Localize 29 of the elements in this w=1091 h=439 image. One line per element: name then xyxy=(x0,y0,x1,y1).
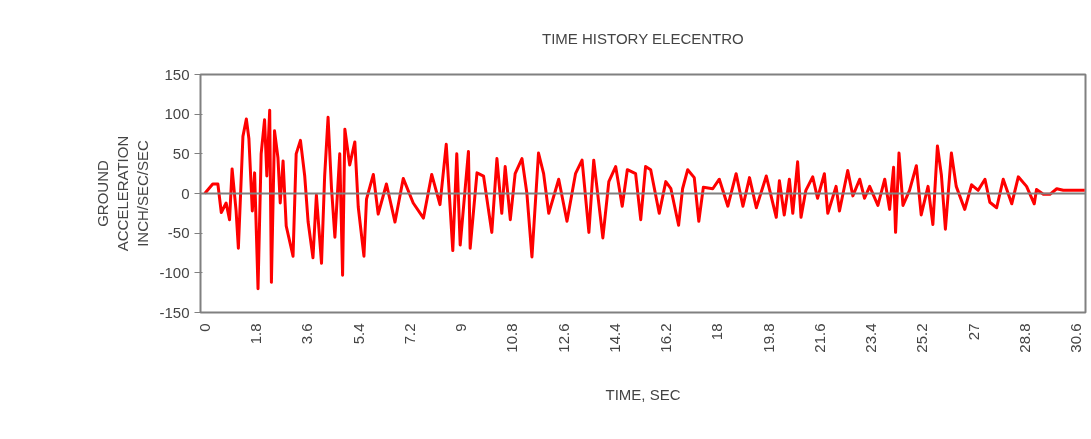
x-tick-label: 21.6 xyxy=(810,323,828,353)
x-tick-label: 12.6 xyxy=(554,323,572,353)
y-tick-label: -150 xyxy=(159,303,190,321)
y-tick-label: 50 xyxy=(172,144,190,162)
y-tick-label: 100 xyxy=(164,105,190,123)
x-tick-label: 30.6 xyxy=(1067,323,1085,353)
y-tick-label: 150 xyxy=(164,65,190,83)
x-tick-label: 7.2 xyxy=(400,323,418,345)
chart-title: TIME HISTORY ELECENTRO xyxy=(542,30,744,47)
x-tick-label: 5.4 xyxy=(349,323,367,345)
x-tick-label: 10.8 xyxy=(503,323,521,353)
x-tick-label: 3.6 xyxy=(298,323,316,345)
x-tick-label: 1.8 xyxy=(247,323,265,345)
x-tick-label: 0 xyxy=(195,323,213,332)
x-tick-label: 18 xyxy=(708,323,726,341)
x-tick-label: 25.2 xyxy=(913,323,931,353)
x-tick-label: 27 xyxy=(964,323,982,341)
x-axis-title: TIME, SEC xyxy=(605,385,681,403)
x-tick-label: 28.8 xyxy=(1015,323,1033,353)
x-tick-label: 19.8 xyxy=(759,323,777,353)
line-series xyxy=(203,108,1086,291)
y-tick-label: 0 xyxy=(181,184,190,202)
y-tick-label: -50 xyxy=(167,224,190,242)
y-tick-label: -100 xyxy=(159,263,190,281)
y-axis-title: GROUND ACCELERATION INCH/SEC/SEC xyxy=(93,135,152,252)
x-tick-label: 16.2 xyxy=(657,323,675,353)
x-tick-label: 9 xyxy=(452,323,470,332)
x-tick-label: 14.4 xyxy=(605,323,623,353)
x-tick-label: 23.4 xyxy=(862,323,880,353)
